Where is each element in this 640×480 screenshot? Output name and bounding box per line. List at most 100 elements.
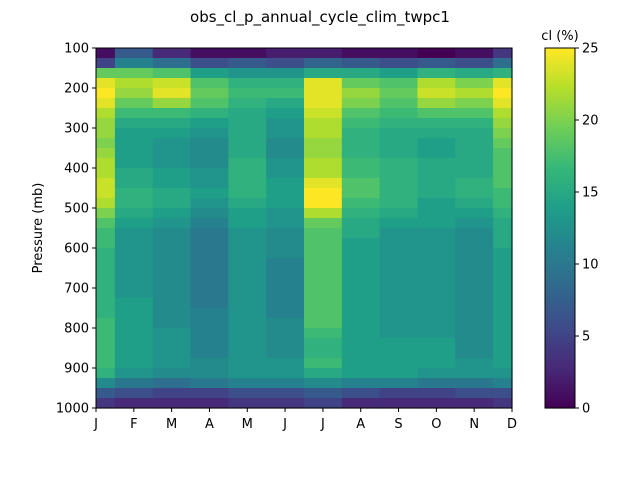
heatmap-cell: [341, 88, 381, 99]
heatmap-cell: [379, 288, 419, 299]
heatmap-cell: [493, 128, 513, 139]
heatmap-cell: [152, 248, 192, 259]
heatmap-cell: [417, 208, 456, 219]
heatmap-cell: [228, 98, 267, 109]
heatmap-cell: [228, 168, 267, 179]
colorbar-swatch: [545, 207, 575, 211]
heatmap-cell: [455, 188, 494, 199]
heatmap-cell: [341, 148, 381, 159]
heatmap-cell: [341, 178, 381, 189]
y-tick-label: 400: [64, 162, 89, 177]
heatmap-cell: [114, 288, 154, 299]
heatmap-cell: [152, 398, 192, 409]
y-axis: 100 200 300 400 500 600 700 800 900 1000: [56, 42, 96, 417]
colorbar-swatch: [545, 306, 575, 310]
heatmap-cell: [228, 68, 267, 79]
heatmap-cell: [379, 78, 419, 89]
heatmap-cell: [266, 148, 305, 159]
heatmap-cell: [96, 278, 116, 289]
colorbar-label: cl (%): [541, 29, 578, 44]
heatmap-cell: [341, 378, 381, 389]
colorbar-swatch: [545, 141, 575, 145]
colorbar-swatch: [545, 117, 575, 121]
colorbar-tick-label: 15: [582, 186, 599, 201]
colorbar-swatch: [545, 150, 575, 154]
heatmap-cell: [228, 348, 267, 359]
colorbar-swatch: [545, 360, 575, 364]
heatmap-cell: [341, 318, 381, 329]
heatmap-cell: [266, 258, 305, 269]
heatmap-cell: [455, 168, 494, 179]
heatmap-cell: [493, 178, 513, 189]
heatmap-cell: [190, 298, 229, 309]
heatmap-cell: [304, 58, 343, 69]
heatmap-cell: [493, 328, 513, 339]
heatmap-cell: [266, 188, 305, 199]
heatmap-cell: [266, 318, 305, 329]
heatmap-cell: [114, 268, 154, 279]
heatmap-cell: [341, 308, 381, 319]
heatmap-cell: [96, 128, 116, 139]
heatmap-cell: [190, 118, 229, 129]
colorbar-swatch: [545, 393, 575, 397]
heatmap-cell: [152, 278, 192, 289]
colorbar-swatch: [545, 60, 575, 64]
colorbar-tick-label: 20: [582, 114, 599, 129]
colorbar-swatch: [545, 378, 575, 382]
heatmap-cell: [152, 68, 192, 79]
heatmap-cell: [304, 368, 343, 379]
heatmap-cell: [266, 78, 305, 89]
heatmap-cell: [114, 88, 154, 99]
heatmap-cell: [114, 398, 154, 409]
heatmap-cell: [304, 298, 343, 309]
heatmap-cell: [341, 128, 381, 139]
colorbar-swatch: [545, 267, 575, 271]
heatmap-cell: [304, 278, 343, 289]
heatmap-cell: [152, 158, 192, 169]
chart-title: obs_cl_p_annual_cycle_clim_twpc1: [190, 8, 450, 27]
colorbar-swatch: [545, 111, 575, 115]
heatmap-cell: [304, 198, 343, 209]
y-tick-label: 600: [64, 242, 89, 257]
heatmap-cell: [114, 348, 154, 359]
colorbar-swatch: [545, 138, 575, 142]
heatmap-cell: [152, 358, 192, 369]
heatmap-cell: [379, 258, 419, 269]
heatmap-cell: [341, 218, 381, 229]
heatmap-cell: [417, 268, 456, 279]
heatmap-cell: [266, 378, 305, 389]
colorbar-swatch: [545, 177, 575, 181]
colorbar-swatch: [545, 288, 575, 292]
colorbar-swatch: [545, 219, 575, 223]
heatmap-cell: [152, 78, 192, 89]
heatmap-cell: [114, 248, 154, 259]
heatmap-cell: [228, 278, 267, 289]
heatmap-cell: [341, 48, 381, 59]
heatmap-cell: [304, 208, 343, 219]
heatmap-cell: [455, 398, 494, 409]
heatmap-cell: [152, 368, 192, 379]
colorbar-swatch: [545, 312, 575, 316]
y-tick-label: 900: [64, 362, 89, 377]
colorbar-swatch: [545, 204, 575, 208]
heatmap-cell: [417, 248, 456, 259]
heatmap-cell: [341, 238, 381, 249]
colorbar-swatch: [545, 108, 575, 112]
heatmap-cell: [493, 338, 513, 349]
heatmap-cell: [152, 328, 192, 339]
x-tick-label: A: [356, 417, 365, 432]
colorbar-swatch: [545, 228, 575, 232]
heatmap-cell: [493, 48, 513, 59]
heatmap-cell: [190, 198, 229, 209]
heatmap-cell: [304, 68, 343, 79]
heatmap-cell: [266, 88, 305, 99]
heatmap-cell: [96, 118, 116, 129]
heatmap-cell: [304, 218, 343, 229]
colorbar-tick-label: 25: [582, 42, 599, 57]
colorbar-swatch: [545, 180, 575, 184]
heatmap-cell: [228, 308, 267, 319]
heatmap-cell: [114, 308, 154, 319]
colorbar-swatch: [545, 105, 575, 109]
heatmap-cell: [455, 78, 494, 89]
heatmap-cell: [96, 378, 116, 389]
